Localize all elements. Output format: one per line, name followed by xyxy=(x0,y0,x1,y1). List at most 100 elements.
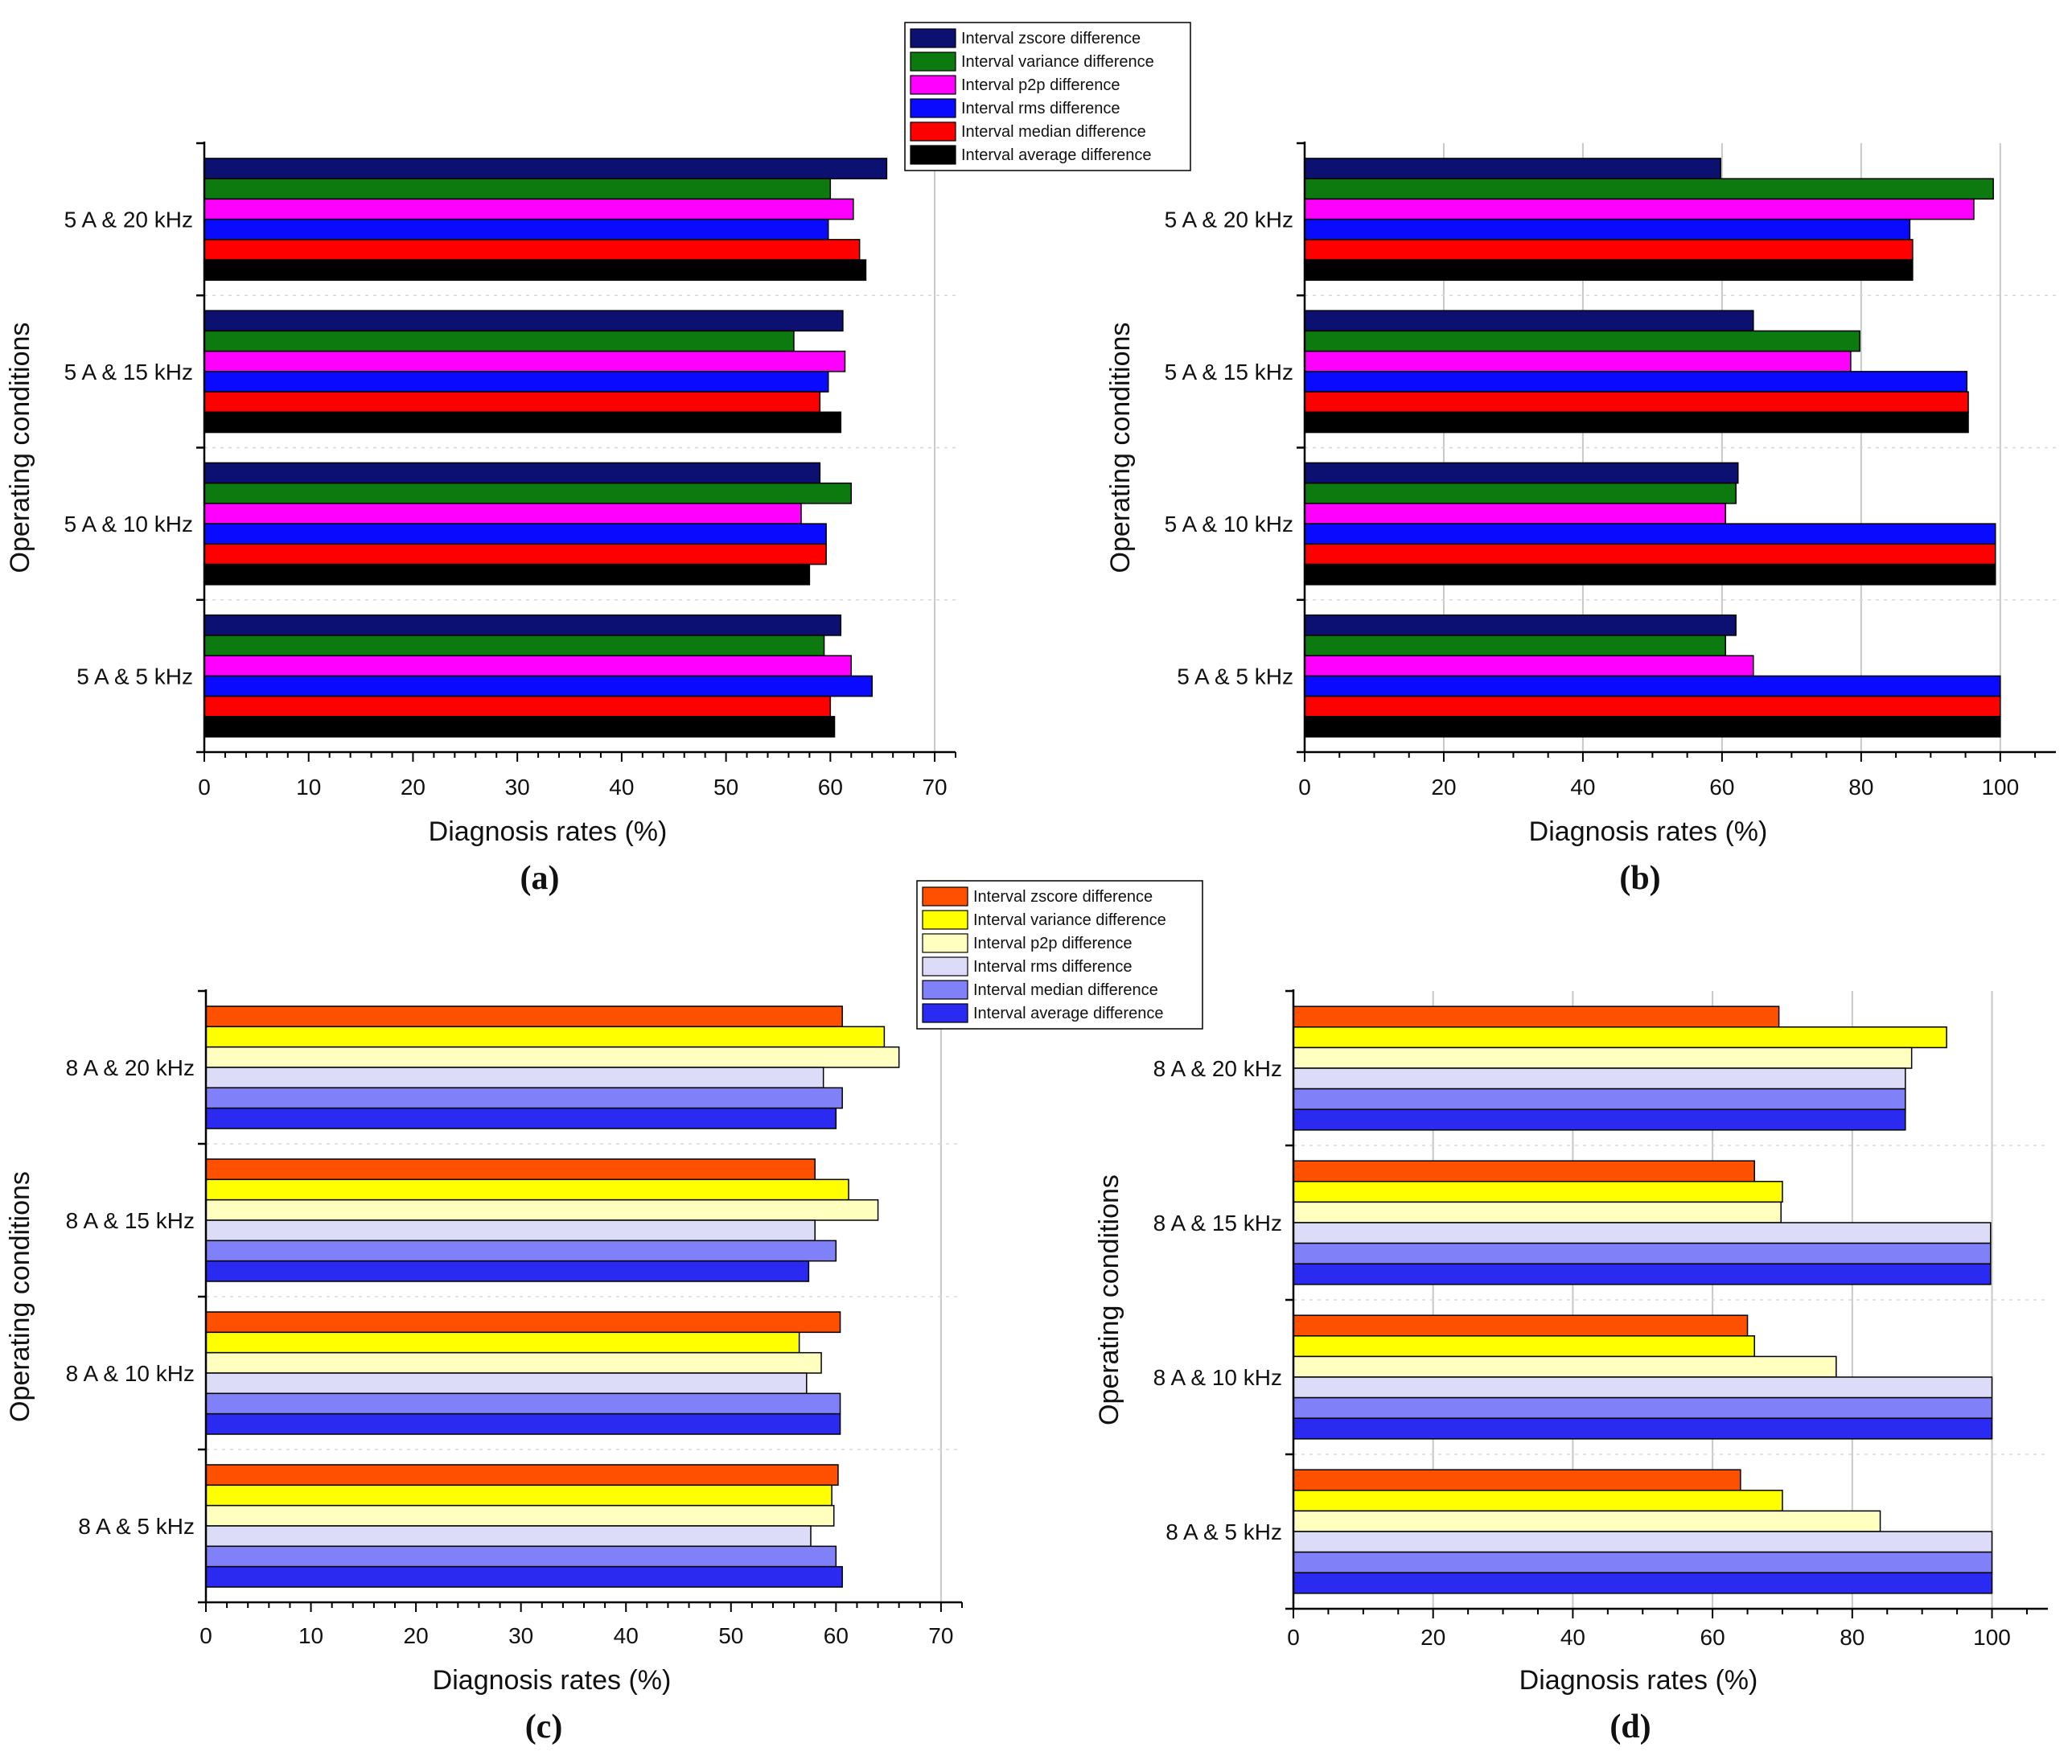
bar-interval-p2p-difference-1 xyxy=(205,1199,879,1221)
bar-interval-variance-difference-0 xyxy=(205,1026,886,1048)
bar-interval-variance-difference-3 xyxy=(1304,635,1726,656)
x-tick-label: 100 xyxy=(1973,1625,2011,1650)
bar-interval-median-difference-3 xyxy=(1293,1551,1993,1573)
x-tick-label: 60 xyxy=(1700,1625,1725,1650)
bar-interval-variance-difference-1 xyxy=(205,1178,849,1201)
bar-interval-average-difference-2 xyxy=(1304,563,1996,586)
bar-interval-p2p-difference-3 xyxy=(1293,1510,1881,1532)
x-tick-label: 80 xyxy=(1840,1625,1864,1650)
bar-interval-rms-difference-0 xyxy=(204,218,829,241)
bar-interval-average-difference-0 xyxy=(1304,259,1914,282)
legend-swatch xyxy=(910,51,956,72)
bar-interval-average-difference-1 xyxy=(204,411,842,434)
bar-interval-median-difference-2 xyxy=(1293,1396,1993,1419)
bar-interval-median-difference-0 xyxy=(204,239,861,261)
bar-interval-p2p-difference-1 xyxy=(1304,350,1852,372)
bar-interval-variance-difference-3 xyxy=(205,1484,832,1507)
x-tick-label: 30 xyxy=(505,775,530,800)
panel-caption: (c) xyxy=(525,1708,563,1745)
bar-interval-average-difference-1 xyxy=(1293,1263,1992,1285)
bar-interval-p2p-difference-3 xyxy=(1304,655,1754,677)
bar-interval-variance-difference-2 xyxy=(204,482,853,504)
legend-entry: Interval zscore difference xyxy=(973,888,1153,906)
y-axis-title: Operating conditions xyxy=(5,1171,35,1422)
x-axis-title: Diagnosis rates (%) xyxy=(1519,1665,1758,1696)
chart-panel-d: 8 A & 20 kHz 8 A & 15 kHz 8 A & 10 kHz 8 A … xyxy=(1094,989,2048,1745)
x-tick-label: 40 xyxy=(609,775,634,800)
legend-entry: Interval rms difference xyxy=(973,958,1133,976)
bar-interval-median-difference-2 xyxy=(204,543,827,565)
bar-interval-variance-difference-1 xyxy=(1293,1181,1783,1203)
panel-caption: (b) xyxy=(1619,860,1660,897)
bar-interval-zscore-difference-3 xyxy=(1304,614,1737,636)
legend: Interval zscore difference Interval varia… xyxy=(904,22,1191,171)
chart-panel-c: 8 A & 20 kHz 8 A & 15 kHz 8 A & 10 kHz 8 A … xyxy=(5,880,1203,1745)
x-tick-label: 0 xyxy=(198,775,211,800)
bar-interval-average-difference-0 xyxy=(205,1107,837,1129)
bar-interval-p2p-difference-3 xyxy=(205,1504,835,1527)
category-label: 8 A & 5 kHz xyxy=(1166,1519,1282,1544)
legend-swatch xyxy=(922,910,968,930)
bar-interval-p2p-difference-0 xyxy=(204,198,854,220)
bar-interval-zscore-difference-0 xyxy=(1293,1005,1780,1028)
bar-interval-p2p-difference-1 xyxy=(1293,1201,1782,1223)
bar-interval-variance-difference-0 xyxy=(1293,1026,1947,1049)
bar-interval-rms-difference-2 xyxy=(204,523,827,545)
bar-interval-zscore-difference-0 xyxy=(204,158,888,179)
bar-interval-variance-difference-1 xyxy=(204,330,795,352)
x-tick-label: 20 xyxy=(1431,775,1456,800)
category-label: 8 A & 10 kHz xyxy=(1153,1365,1282,1390)
y-axis-title: Operating conditions xyxy=(5,323,35,574)
legend-swatch xyxy=(910,28,956,48)
x-tick-label: 0 xyxy=(1298,775,1311,800)
bar-interval-median-difference-3 xyxy=(204,695,832,718)
category-label: 5 A & 5 kHz xyxy=(1177,664,1293,689)
bar-interval-zscore-difference-3 xyxy=(204,614,842,636)
bar-interval-zscore-difference-0 xyxy=(205,1005,843,1028)
legend-swatch xyxy=(910,121,956,142)
bar-interval-median-difference-3 xyxy=(1304,695,2001,718)
category-label: 5 A & 20 kHz xyxy=(1165,208,1293,232)
y-axis-title: Operating conditions xyxy=(1105,323,1136,574)
bar-interval-variance-difference-0 xyxy=(1304,178,1994,200)
legend-entry: Interval rms difference xyxy=(961,100,1120,117)
x-axis-title: Diagnosis rates (%) xyxy=(1529,816,1768,847)
bar-interval-variance-difference-2 xyxy=(1293,1335,1755,1358)
panel-caption: (a) xyxy=(520,860,560,897)
bar-interval-median-difference-2 xyxy=(1304,543,1996,565)
category-label: 5 A & 15 kHz xyxy=(1165,360,1293,384)
bar-interval-p2p-difference-2 xyxy=(1304,503,1726,524)
bar-interval-average-difference-3 xyxy=(204,716,836,738)
category-label: 8 A & 15 kHz xyxy=(66,1208,195,1233)
bar-interval-zscore-difference-1 xyxy=(1293,1160,1755,1182)
legend: Interval zscore difference Interval varia… xyxy=(916,880,1203,1030)
panel-caption: (d) xyxy=(1610,1708,1651,1745)
bar-interval-p2p-difference-0 xyxy=(1304,198,1975,220)
legend-entry: Interval median difference xyxy=(961,123,1146,141)
legend-swatch xyxy=(910,98,956,118)
x-tick-label: 30 xyxy=(508,1623,533,1648)
chart-panel-a: 5 A & 20 kHz 5 A & 15 kHz 5 A & 10 kHz 5 A … xyxy=(5,22,1191,897)
bar-interval-average-difference-2 xyxy=(204,563,811,586)
bar-interval-average-difference-0 xyxy=(1293,1108,1906,1131)
bar-interval-median-difference-3 xyxy=(205,1545,837,1568)
legend-entry: Interval zscore difference xyxy=(961,30,1141,47)
legend-entry: Interval variance difference xyxy=(961,53,1154,71)
bar-interval-median-difference-1 xyxy=(1293,1242,1992,1264)
bar-interval-variance-difference-3 xyxy=(1293,1490,1783,1512)
bar-interval-rms-difference-1 xyxy=(1293,1222,1992,1244)
category-label: 8 A & 15 kHz xyxy=(1153,1211,1282,1236)
bar-interval-zscore-difference-2 xyxy=(1293,1314,1749,1337)
bar-interval-rms-difference-0 xyxy=(205,1067,824,1089)
x-tick-label: 50 xyxy=(718,1623,743,1648)
bar-interval-zscore-difference-3 xyxy=(205,1464,839,1486)
legend-swatch xyxy=(910,145,956,165)
bar-interval-zscore-difference-1 xyxy=(205,1158,816,1181)
bar-interval-p2p-difference-0 xyxy=(1293,1046,1913,1069)
legend-swatch xyxy=(922,1003,968,1023)
category-label: 5 A & 20 kHz xyxy=(64,208,193,232)
category-label: 5 A & 10 kHz xyxy=(64,512,193,537)
bar-interval-median-difference-0 xyxy=(1293,1088,1906,1110)
category-label: 8 A & 20 kHz xyxy=(1153,1056,1282,1081)
bar-interval-zscore-difference-2 xyxy=(205,1311,841,1334)
